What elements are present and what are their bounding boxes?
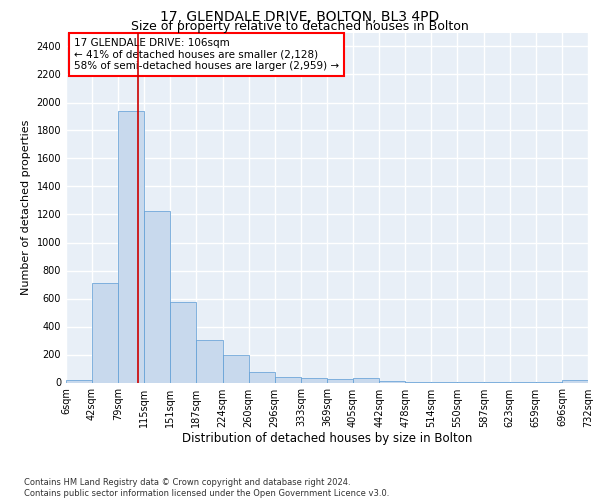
Bar (275, 377, 301, 382)
X-axis label: Distribution of detached houses by size in Bolton: Distribution of detached houses by size … (182, 432, 472, 446)
Bar (223, 354, 248, 382)
Text: Contains HM Land Registry data © Crown copyright and database right 2024.
Contai: Contains HM Land Registry data © Crown c… (24, 478, 389, 498)
Bar (170, 302, 196, 382)
Bar (145, 211, 170, 382)
Bar (92, 283, 118, 382)
Bar (301, 378, 327, 382)
Text: Size of property relative to detached houses in Bolton: Size of property relative to detached ho… (131, 20, 469, 33)
Bar (327, 378, 353, 382)
Bar (66, 380, 92, 382)
Bar (379, 381, 406, 382)
Bar (118, 111, 145, 382)
Text: 17 GLENDALE DRIVE: 106sqm
← 41% of detached houses are smaller (2,128)
58% of se: 17 GLENDALE DRIVE: 106sqm ← 41% of detac… (74, 38, 339, 71)
Text: 17, GLENDALE DRIVE, BOLTON, BL3 4PD: 17, GLENDALE DRIVE, BOLTON, BL3 4PD (160, 10, 440, 24)
Bar (248, 372, 275, 382)
Bar (196, 340, 223, 382)
Y-axis label: Number of detached properties: Number of detached properties (21, 120, 31, 295)
Bar (562, 380, 588, 382)
Bar (353, 378, 379, 382)
